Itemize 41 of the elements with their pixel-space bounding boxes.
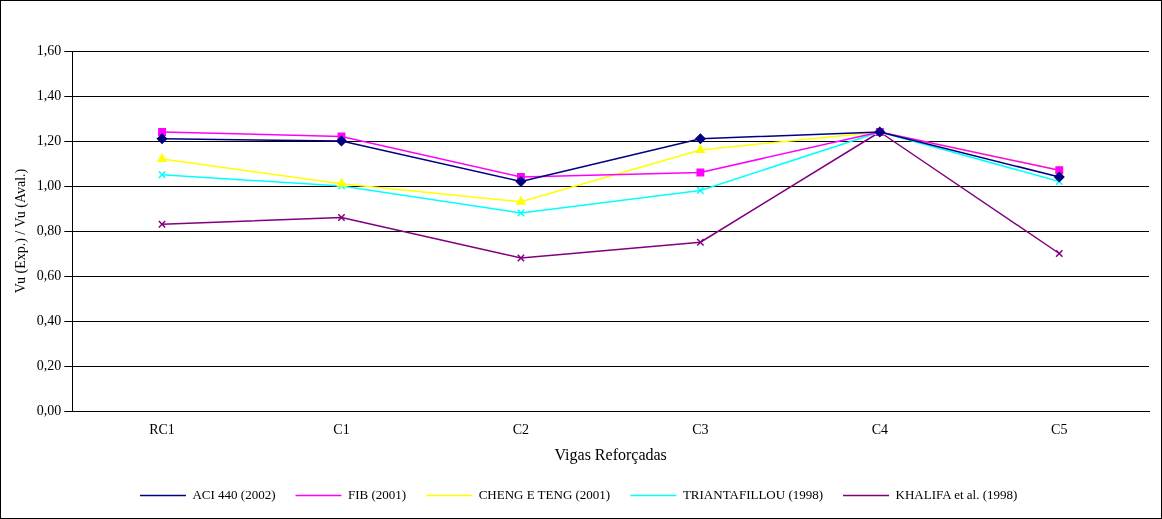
point — [1054, 171, 1065, 183]
x-tick-label: C4 — [871, 422, 888, 438]
y-tick-label: 0,80 — [36, 222, 62, 238]
point — [516, 209, 525, 217]
point — [696, 186, 705, 195]
legend-label: CHENG E TENG (2001) — [478, 486, 611, 502]
point — [158, 128, 166, 136]
y-tick-label: 1,20 — [36, 132, 62, 148]
x-tick-label: C2 — [512, 422, 530, 438]
x-tick-label: C5 — [1051, 422, 1068, 438]
y-tick-label: 1,00 — [36, 177, 62, 193]
y-tick-label: 0,40 — [36, 312, 62, 328]
point — [337, 213, 346, 222]
point — [158, 170, 166, 179]
point — [516, 254, 525, 262]
legend-label: TRIANTAFILLOU (1998) — [682, 486, 824, 502]
point — [695, 144, 706, 153]
y-tick-label: 0,60 — [36, 267, 62, 283]
x-tick-label: RC1 — [149, 422, 175, 438]
point — [516, 196, 526, 205]
point — [515, 176, 527, 187]
legend-label: KHALIFA et al. (1998) — [895, 486, 1018, 502]
y-tick-label: 0,20 — [36, 357, 62, 373]
point — [157, 153, 167, 162]
legend-label: ACI 440 (2002) — [192, 486, 276, 502]
point — [336, 178, 347, 187]
point — [336, 135, 347, 147]
point — [695, 133, 706, 144]
point — [1055, 249, 1064, 258]
y-tick-label: 1,60 — [36, 42, 62, 58]
y-axis-title: Vu (Exp.) / Vu (Aval.) — [13, 168, 30, 294]
point — [696, 168, 705, 177]
point — [158, 220, 166, 229]
point — [156, 133, 168, 144]
legend-label: FIB (2001) — [347, 486, 407, 502]
x-axis-title: Vigas Reforçadas — [554, 445, 667, 464]
y-tick-label: 1,40 — [36, 87, 62, 103]
x-tick-label: C1 — [333, 422, 350, 438]
point — [696, 238, 705, 247]
y-tick-label: 0,00 — [36, 402, 62, 418]
x-tick-label: C3 — [692, 422, 709, 438]
